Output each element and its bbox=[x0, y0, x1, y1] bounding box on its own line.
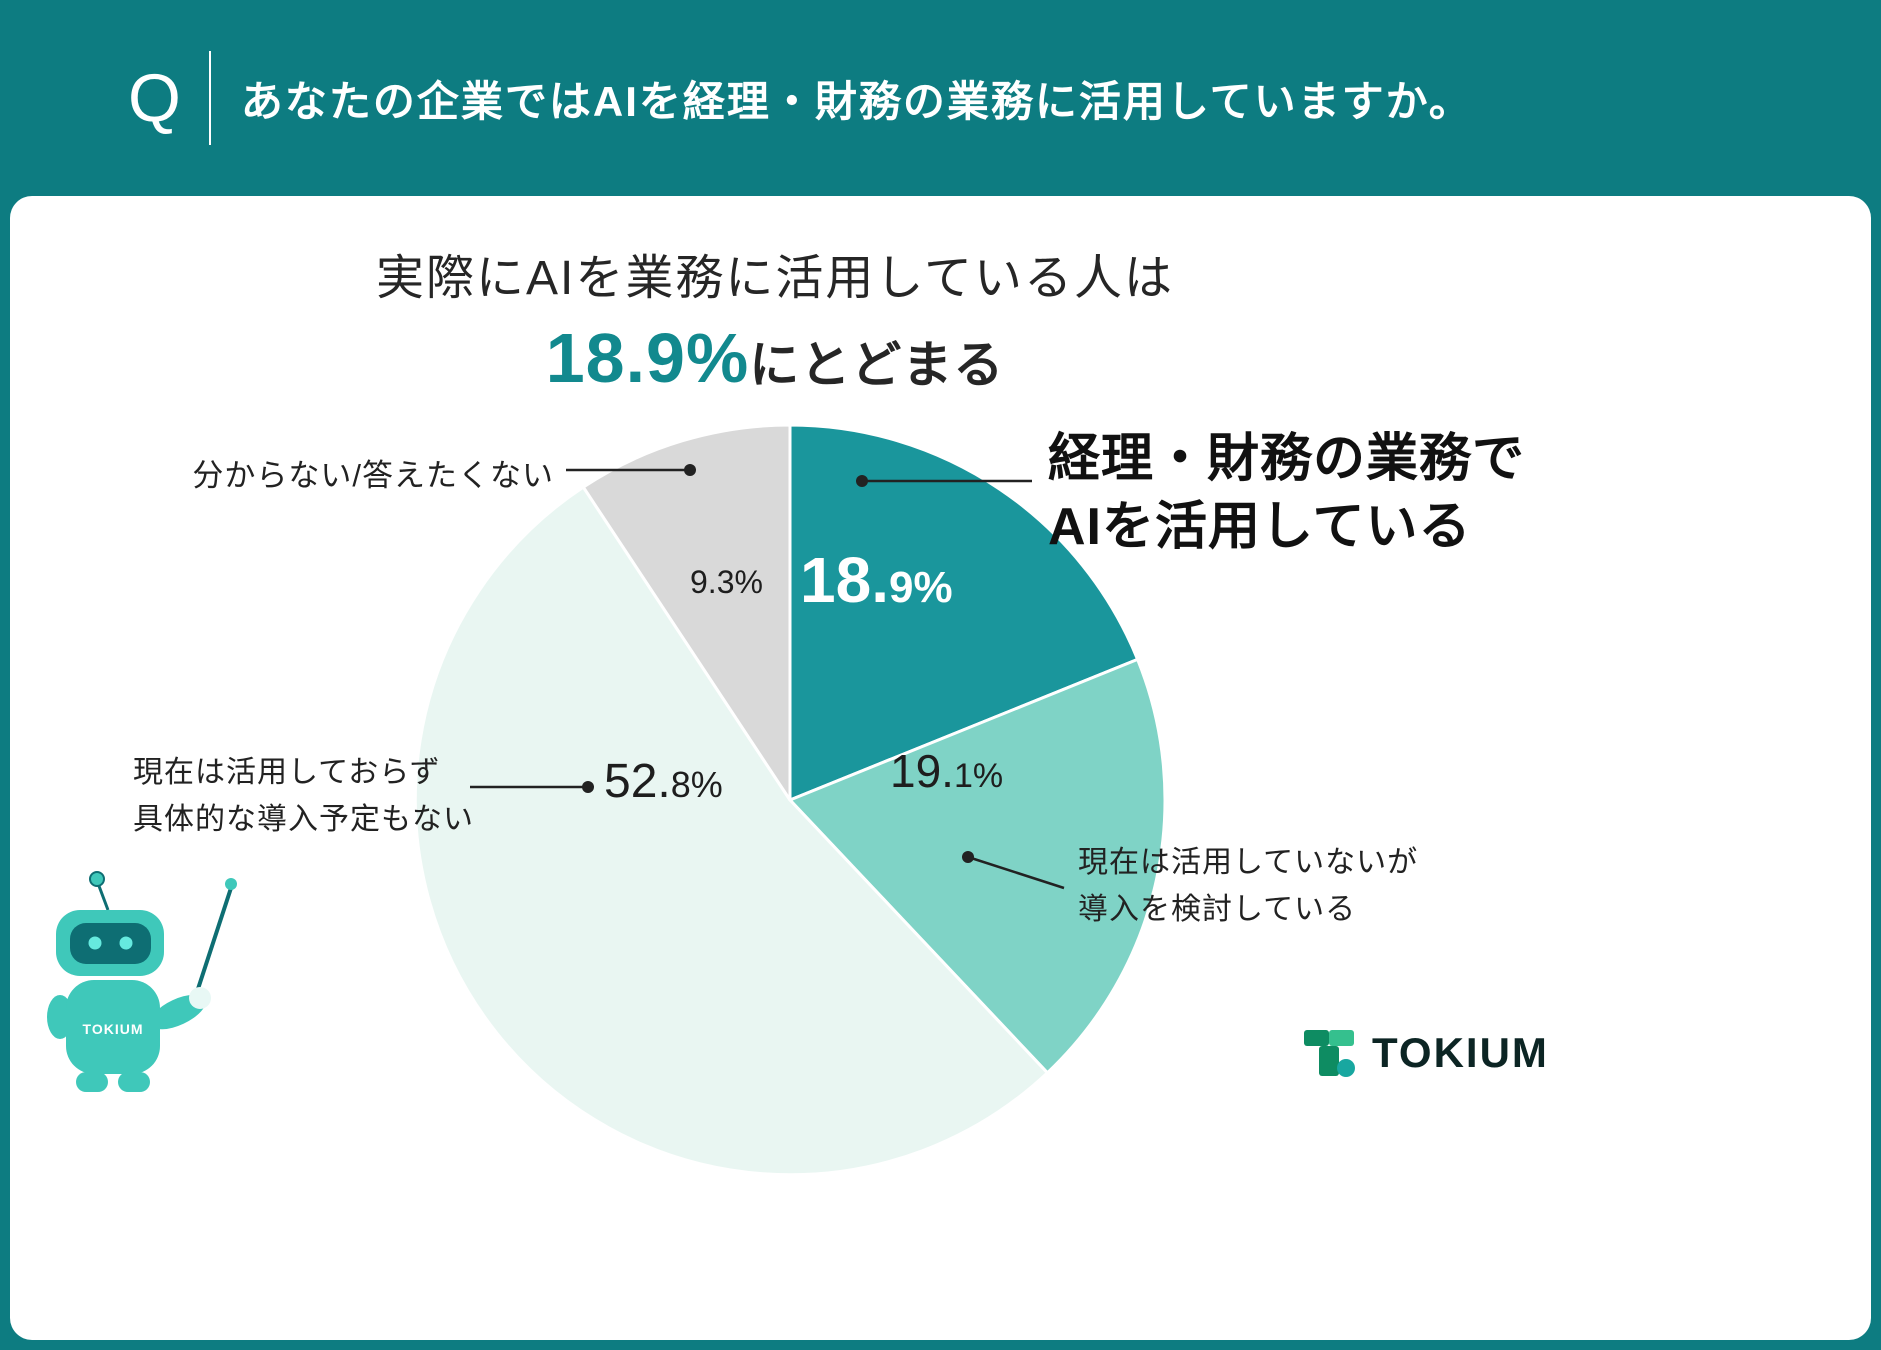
question-text: あなたの企業ではAIを経理・財務の業務に活用していますか。 bbox=[240, 77, 1473, 125]
pie-label-considering-sub: 1% bbox=[953, 757, 1004, 795]
callout-active-line1: 経理・財務の業務で bbox=[1048, 430, 1526, 488]
pie-label-active-main: 18. bbox=[800, 544, 889, 616]
callout-considering: 現在は活用していないが 導入を検討している bbox=[1078, 840, 1418, 933]
pie-slice-3 bbox=[413, 485, 1049, 1177]
mascot-robot: TOKIUM bbox=[47, 871, 237, 1092]
pie-slice-1 bbox=[788, 423, 1140, 802]
pie-label-none-main: 52. bbox=[604, 755, 671, 808]
pie-label-active: 18.9% bbox=[800, 548, 953, 612]
chart-title-line2: 18.9%にとどまる bbox=[0, 318, 1550, 398]
q-icon: Q bbox=[128, 60, 181, 136]
mascot-eye-left bbox=[88, 936, 102, 950]
callout-dot-none bbox=[582, 781, 594, 793]
mascot-chest-label: TOKIUM bbox=[83, 1021, 144, 1037]
pie-slice-4 bbox=[581, 423, 792, 802]
callout-active: 経理・財務の業務で AIを活用している bbox=[1048, 426, 1525, 561]
callout-dot-active bbox=[856, 475, 868, 487]
question-header: Q あなたの企業ではAIを経理・財務の業務に活用していますか。 bbox=[0, 0, 1881, 196]
pie-label-unknown: 9.3% bbox=[690, 566, 763, 598]
pie-label-considering-main: 19. bbox=[890, 745, 954, 797]
pie-slices bbox=[413, 423, 1167, 1177]
tokium-logo-icon bbox=[1304, 1030, 1355, 1077]
callout-connectors bbox=[470, 464, 1065, 890]
pie-label-none-sub: 8% bbox=[670, 764, 723, 805]
callout-considering-line2: 導入を検討している bbox=[1078, 892, 1357, 926]
logo-stem bbox=[1319, 1046, 1339, 1076]
tokium-logo-text: TOKIUM bbox=[1372, 1029, 1549, 1076]
callout-active-line2: AIを活用している bbox=[1048, 497, 1472, 556]
callout-dot-unknown bbox=[684, 464, 696, 476]
mascot-pointer-tip bbox=[225, 878, 237, 890]
logo-dot bbox=[1337, 1059, 1355, 1077]
mascot-face bbox=[70, 923, 151, 964]
chart-title-suffix: にとどまる bbox=[749, 337, 1005, 393]
callout-considering-line1: 現在は活用していないが bbox=[1078, 846, 1419, 879]
callout-unknown: 分からない/答えたくない bbox=[192, 458, 554, 493]
mascot-foot-right bbox=[118, 1072, 150, 1092]
pie-label-active-sub: 9% bbox=[888, 563, 953, 612]
callout-none-line1: 現在は活用しておらず bbox=[133, 756, 441, 789]
callout-dot-considering bbox=[962, 851, 974, 863]
logo-bar-right bbox=[1329, 1030, 1354, 1046]
logo-bar-left bbox=[1304, 1030, 1329, 1046]
mascot-body bbox=[66, 980, 160, 1074]
mascot-antenna-ball bbox=[89, 871, 105, 887]
callout-none-line2: 具体的な導入予定もない bbox=[133, 802, 474, 836]
pie-slice-2 bbox=[788, 657, 1167, 1075]
mascot-antenna bbox=[97, 885, 110, 911]
highlight-percentage: 18.9% bbox=[545, 319, 750, 397]
chart-title-line1: 実際にAIを業務に活用している人は bbox=[376, 252, 1174, 305]
chart-title: 実際にAIを業務に活用している人は 18.9%にとどまる bbox=[0, 238, 1550, 398]
mascot-hand-right bbox=[189, 987, 211, 1009]
header-divider bbox=[208, 51, 211, 145]
pie-label-considering: 19.1% bbox=[890, 748, 1003, 794]
pie-label-unknown-main: 9.3% bbox=[690, 564, 763, 600]
mascot-pointer-stick bbox=[194, 887, 233, 996]
tokium-logo: TOKIUM bbox=[1302, 1026, 1549, 1080]
callout-none: 現在は活用しておらず 具体的な導入予定もない bbox=[133, 750, 474, 843]
mascot-eye-right bbox=[119, 936, 133, 950]
callout-line-considering bbox=[967, 855, 1065, 890]
mascot-foot-left bbox=[76, 1072, 108, 1092]
pie-label-none: 52.8% bbox=[604, 758, 723, 806]
